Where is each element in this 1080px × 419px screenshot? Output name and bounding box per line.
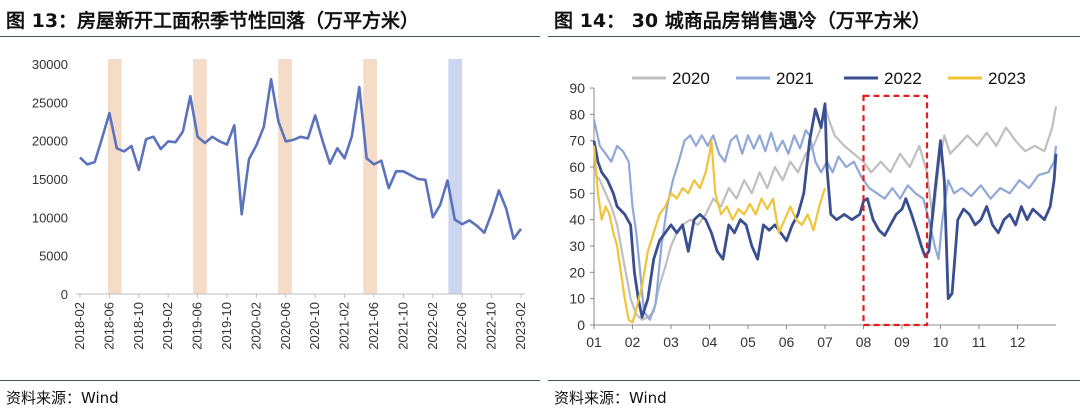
- source-rule: [0, 380, 540, 381]
- title-rule: [548, 36, 1080, 37]
- x-tick-label: 11: [972, 334, 987, 350]
- y-tick-label: 5000: [39, 249, 68, 264]
- y-tick-label: 20: [569, 264, 585, 280]
- highlight-box: [862, 94, 929, 327]
- highlight-band: [448, 59, 463, 294]
- y-tick-label: 50: [569, 185, 585, 201]
- series-line-2021: [592, 119, 1058, 321]
- x-tick-label: 02: [625, 334, 641, 350]
- x-tick-label: 2023-02: [513, 302, 528, 350]
- x-tick-label: 2022-02: [425, 302, 440, 350]
- series-line-new-construction: [79, 78, 523, 241]
- highlight-band: [107, 59, 122, 294]
- y-tick-label: 10: [569, 291, 585, 307]
- x-tick-label: 2021-10: [395, 302, 410, 350]
- x-tick-label: 2020-06: [278, 302, 293, 350]
- y-tick-label: 40: [569, 212, 585, 228]
- x-tick-label: 2018-10: [131, 302, 146, 350]
- y-tick-label: 10000: [32, 210, 68, 225]
- x-tick-label: 2018-06: [101, 302, 116, 350]
- x-tick-label: 01: [586, 334, 602, 350]
- x-tick-label: 10: [933, 334, 949, 350]
- x-tick-label: 2022-10: [484, 302, 499, 350]
- highlight-band: [363, 59, 377, 294]
- x-tick-label: 2019-02: [160, 302, 175, 350]
- y-tick-label: 60: [569, 159, 585, 175]
- source-rule: [548, 380, 1080, 381]
- x-tick-label: 07: [817, 334, 833, 350]
- series-line-2023: [592, 139, 827, 324]
- source-note: 资料来源：Wind: [554, 389, 667, 407]
- x-tick-label: 2019-10: [219, 302, 234, 350]
- x-tick-label: 05: [740, 334, 756, 350]
- legend-label-2022: 2022: [884, 69, 922, 88]
- x-tick-label: 09: [894, 334, 910, 350]
- y-tick-label: 15000: [32, 172, 68, 187]
- left-chart-panel: 图 13：房屋新开工面积季节性回落（万平方米） 0 5000 10000 15000 2…: [0, 10, 540, 407]
- x-tick-label: 2018-02: [72, 302, 87, 350]
- x-tick-label: 2021-06: [366, 302, 381, 350]
- y-tick-label: 90: [569, 80, 585, 96]
- new-construction-line-chart: 0 5000 10000 15000 20000 25000 30000 2018-02 201…: [32, 57, 528, 350]
- highlight-band: [278, 59, 292, 294]
- y-tick-label: 25000: [32, 95, 68, 110]
- x-tick-label: 2020-10: [307, 302, 322, 350]
- x-tick-label: 2019-06: [190, 302, 205, 350]
- y-tick-label: 30000: [32, 57, 68, 72]
- highlight-band: [193, 59, 207, 294]
- x-tick-label: 04: [702, 334, 718, 350]
- y-tick-label: 0: [61, 287, 68, 302]
- x-tick-label: 08: [856, 334, 872, 350]
- y-tick-label: 0: [577, 317, 585, 333]
- x-tick-label: 2022-06: [454, 302, 469, 350]
- y-tick-label: 80: [569, 106, 585, 122]
- x-tick-label: 2021-02: [337, 302, 352, 350]
- series-line-2022: [592, 102, 1058, 319]
- chart-title: 图 13：房屋新开工面积季节性回落（万平方米）: [6, 10, 420, 32]
- x-tick-label: 2020-02: [248, 302, 263, 350]
- title-rule: [0, 36, 540, 37]
- y-tick-label: 20000: [32, 134, 68, 149]
- y-tick-label: 30: [569, 238, 585, 254]
- right-chart-panel: 图 14： 30 城商品房销售遇冷（万平方米） 0 10 20 30 40 50 60 70 8…: [548, 0, 1080, 419]
- x-tick-label: 03: [663, 334, 679, 350]
- y-tick-label: 70: [569, 133, 585, 149]
- source-note: 资料来源：Wind: [6, 389, 119, 407]
- x-tick-label: 12: [1010, 334, 1026, 350]
- chart-title: 图 14： 30 城商品房销售遇冷（万平方米）: [554, 10, 931, 32]
- legend-label-2021: 2021: [776, 69, 814, 88]
- legend-label-2023: 2023: [988, 69, 1026, 88]
- city-sales-line-chart: 0 10 20 30 40 50 60 70 80 90 01 02 03 04 05 06 07 08 09 10 1…: [569, 69, 1058, 350]
- legend-label-2020: 2020: [672, 69, 710, 88]
- x-tick-label: 06: [779, 334, 795, 350]
